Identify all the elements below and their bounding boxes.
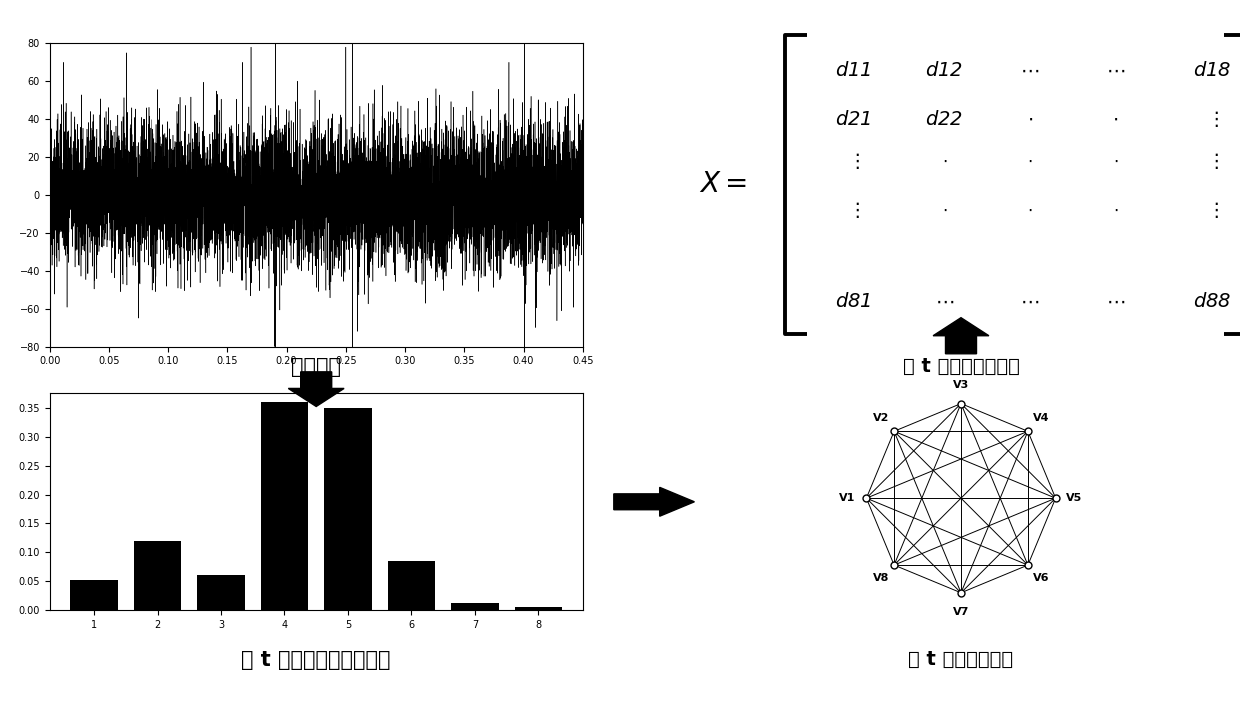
Text: $\vdots$: $\vdots$ bbox=[847, 200, 859, 220]
Text: $\vdots$: $\vdots$ bbox=[847, 152, 859, 171]
Text: $d$81: $d$81 bbox=[835, 292, 872, 310]
Text: $\cdot$: $\cdot$ bbox=[1027, 110, 1033, 129]
Text: $\cdots$: $\cdots$ bbox=[1021, 61, 1039, 80]
Text: 第 t 时刻的图模型: 第 t 时刻的图模型 bbox=[909, 650, 1013, 669]
Text: $\cdots$: $\cdots$ bbox=[1106, 61, 1125, 80]
Text: 第 t 时刻的邻接矩阵: 第 t 时刻的邻接矩阵 bbox=[903, 357, 1019, 376]
Text: $\cdot$: $\cdot$ bbox=[1027, 201, 1033, 219]
Text: $\vdots$: $\vdots$ bbox=[1207, 109, 1219, 129]
Text: V3: V3 bbox=[952, 380, 970, 390]
Text: 振动信号: 振动信号 bbox=[291, 357, 341, 378]
Text: $\cdots$: $\cdots$ bbox=[935, 292, 954, 310]
Bar bbox=[71, 580, 118, 610]
Text: V8: V8 bbox=[873, 573, 889, 583]
Text: $X=$: $X=$ bbox=[699, 170, 746, 198]
Text: $\vdots$: $\vdots$ bbox=[1207, 200, 1219, 220]
Bar bbox=[134, 541, 181, 610]
Text: V5: V5 bbox=[1066, 493, 1083, 503]
Text: $\vdots$: $\vdots$ bbox=[1207, 152, 1219, 171]
Bar bbox=[451, 603, 498, 610]
Text: $d$21: $d$21 bbox=[835, 110, 872, 129]
Text: $\cdot$: $\cdot$ bbox=[1027, 152, 1033, 170]
Text: $d$12: $d$12 bbox=[925, 61, 963, 80]
Text: $\cdot$: $\cdot$ bbox=[1112, 152, 1118, 170]
Text: V7: V7 bbox=[952, 606, 970, 617]
Bar bbox=[388, 561, 435, 610]
Text: V6: V6 bbox=[1033, 573, 1049, 583]
Bar bbox=[197, 575, 244, 610]
Text: $d$11: $d$11 bbox=[835, 61, 872, 80]
Text: $\cdot$: $\cdot$ bbox=[1112, 110, 1118, 129]
Text: $\cdot$: $\cdot$ bbox=[941, 201, 947, 219]
Text: $\cdot$: $\cdot$ bbox=[1112, 201, 1118, 219]
Bar bbox=[324, 408, 372, 610]
Text: $\cdots$: $\cdots$ bbox=[1021, 292, 1039, 310]
Text: V1: V1 bbox=[839, 493, 856, 503]
Text: $d$22: $d$22 bbox=[925, 110, 963, 129]
Bar bbox=[260, 402, 309, 610]
Text: $d$88: $d$88 bbox=[1193, 292, 1231, 310]
Text: 第 t 时刻的各频率段能量: 第 t 时刻的各频率段能量 bbox=[242, 650, 391, 670]
Text: $d$18: $d$18 bbox=[1193, 61, 1231, 80]
Text: $\cdots$: $\cdots$ bbox=[1106, 292, 1125, 310]
Text: $\cdot$: $\cdot$ bbox=[941, 152, 947, 170]
Bar bbox=[515, 607, 562, 610]
Text: V2: V2 bbox=[873, 413, 889, 423]
Text: V4: V4 bbox=[1033, 413, 1049, 423]
